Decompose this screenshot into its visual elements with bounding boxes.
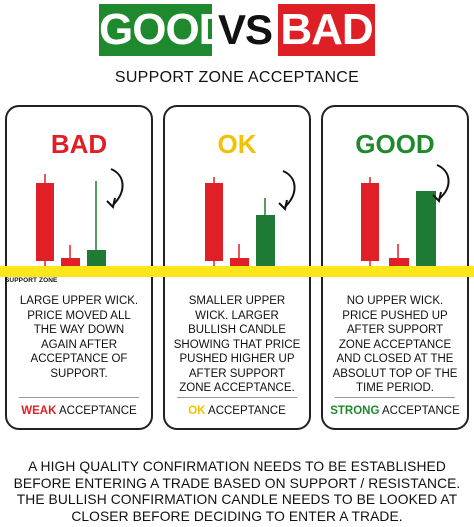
card-good: GOOD NO UPPER WICK. PRICE PUSHED UP AFTE…: [321, 105, 469, 430]
card-title: GOOD: [355, 129, 435, 159]
curved-arrow-icon: [110, 168, 124, 206]
small-bearish-body: [61, 258, 80, 270]
arrow-head-icon: [432, 191, 442, 203]
page-subtitle: SUPPORT ZONE ACCEPTANCE: [114, 69, 360, 86]
verdict-keyword: WEAK: [21, 405, 57, 417]
verdict-keyword: STRONG: [330, 405, 380, 417]
curved-arrow-icon: [436, 164, 450, 200]
verdict-label: ACCEPTANCE: [379, 405, 460, 417]
vs-label: VS: [217, 6, 273, 53]
bearish-candle-body: [205, 183, 223, 261]
small-bearish-body: [389, 258, 409, 270]
card-description: LARGE UPPER WICK. PRICE MOVED ALL THE WA…: [19, 295, 139, 380]
card-verdict: OK ACCEPTANCE: [165, 404, 309, 418]
card-description: SMALLER UPPER WICK. LARGER BULLISH CANDL…: [173, 295, 301, 394]
bearish-candle-body: [361, 183, 379, 261]
footer-line: THE BULLISH CONFIRMATION CANDLE NEEDS TO…: [16, 492, 458, 507]
verdict-keyword: OK: [188, 405, 206, 417]
footer-line: BEFORE ENTERING A TRADE BASED ON SUPPORT…: [13, 475, 461, 491]
bad-badge: BAD: [278, 4, 375, 56]
bullish-candle-body: [256, 215, 275, 271]
candle-chart-bad: [36, 168, 124, 277]
good-badge: GOOD: [99, 4, 230, 56]
support-zone-label: SUPPORT ZONE: [5, 277, 58, 284]
card-title: OK: [217, 129, 257, 159]
arrow-head-icon: [106, 197, 116, 209]
verdict-label: ACCEPTANCE: [205, 405, 286, 417]
card-bad: BAD LARGE UPPER WICK. PRICE MOVED ALL TH…: [5, 105, 153, 430]
curved-arrow-icon: [282, 170, 296, 208]
card-title: BAD: [50, 129, 108, 159]
small-bearish-body: [230, 258, 249, 270]
card-ok: OK SMALLER UPPER WICK. LARGER BULLISH CA…: [163, 105, 311, 430]
candle-chart-good: [361, 164, 450, 277]
bearish-candle-body: [36, 183, 54, 261]
candle-chart-ok: [205, 170, 296, 277]
bullish-candle-body: [87, 250, 106, 269]
card-divider: [177, 397, 297, 398]
card-verdict: WEAK ACCEPTANCE: [7, 404, 151, 418]
header: GOOD VS BAD: [0, 4, 474, 56]
verdict-label: ACCEPTANCE: [56, 405, 137, 417]
card-description: NO UPPER WICK. PRICE PUSHED UP AFTER SUP…: [332, 295, 458, 394]
footer-note: A HIGH QUALITY CONFIRMATION NEEDS TO BE …: [10, 459, 464, 525]
card-verdict: STRONG ACCEPTANCE: [323, 404, 467, 418]
footer-line: CLOSER BEFORE DECIDING TO ENTER A TRADE.: [71, 508, 403, 524]
arrow-head-icon: [278, 199, 288, 211]
card-divider: [19, 397, 139, 398]
footer-line: A HIGH QUALITY CONFIRMATION NEEDS TO BE …: [28, 459, 446, 474]
bullish-candle-body: [416, 191, 436, 271]
card-divider: [335, 397, 455, 398]
